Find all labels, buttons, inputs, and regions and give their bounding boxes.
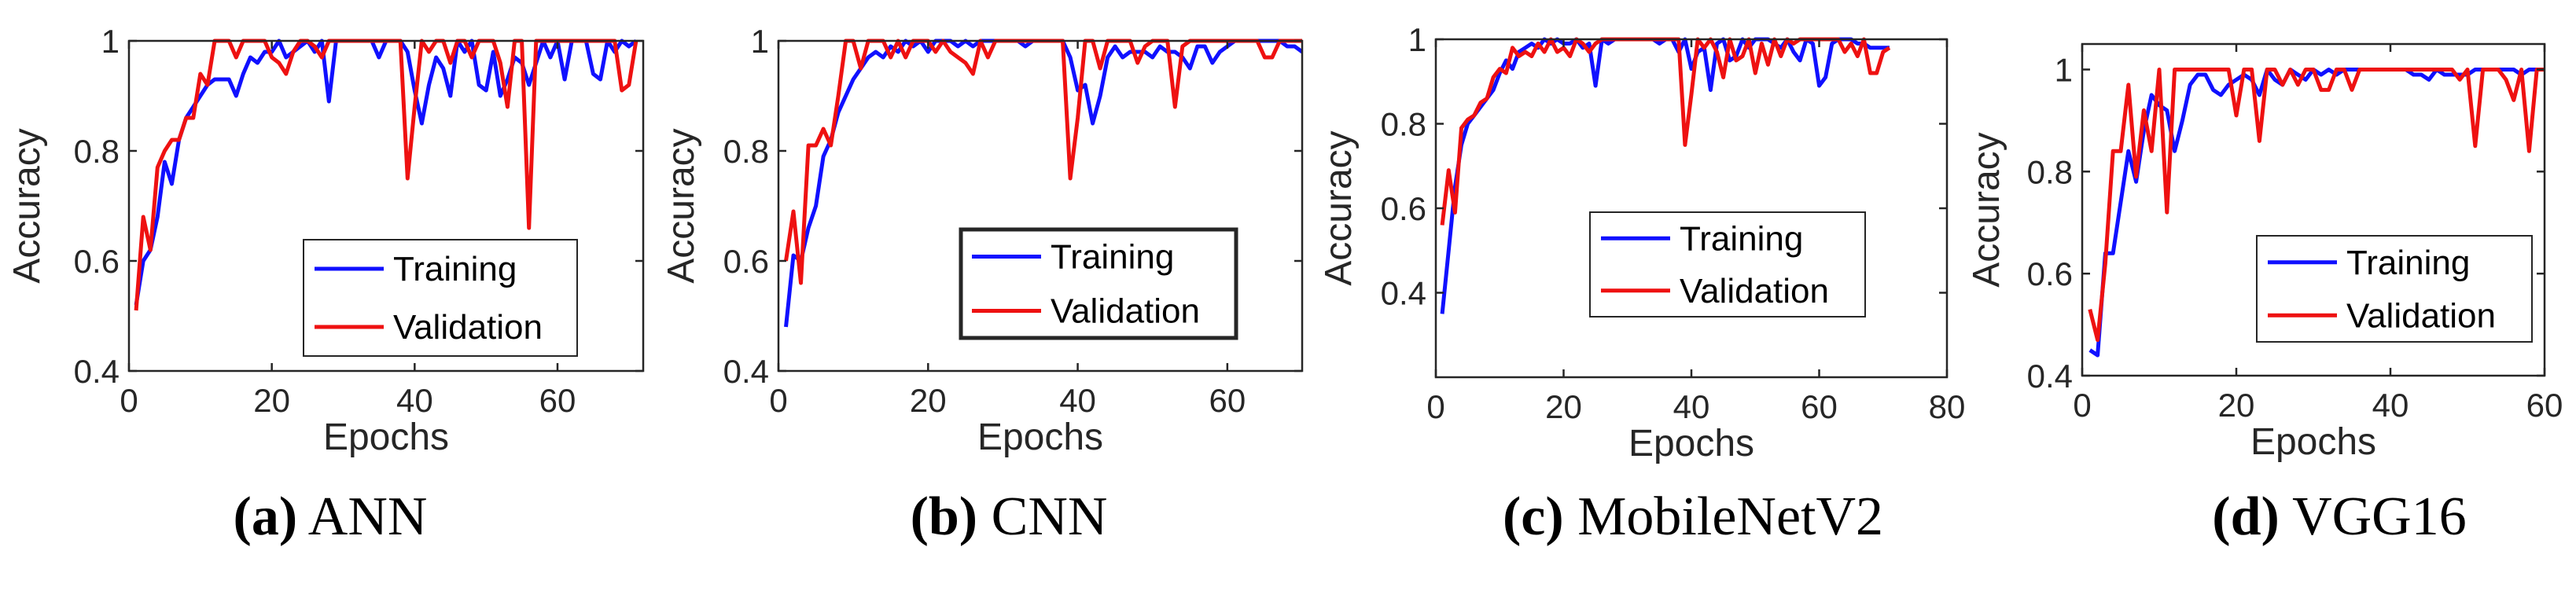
caption-text: MobileNetV2 bbox=[1564, 486, 1883, 547]
y-tick-label: 0.8 bbox=[723, 133, 769, 170]
series-line-validation bbox=[1440, 37, 1891, 226]
y-axis-label: Accuracy bbox=[1966, 132, 2007, 287]
legend-label-training: Training bbox=[1051, 238, 1174, 277]
x-tick-label: 60 bbox=[2526, 387, 2563, 424]
y-tick-label: 1 bbox=[101, 23, 120, 60]
y-tick-label: 1 bbox=[2055, 51, 2073, 88]
chart-panel-3: 0.4 0.6 0.8 1 0 20 40 60 80 Epochs Accuracy Trainin… bbox=[1318, 21, 1965, 547]
y-tick-label: 0.6 bbox=[2027, 255, 2073, 292]
x-tick-label: 40 bbox=[396, 382, 433, 419]
x-tick-label: 0 bbox=[1426, 388, 1444, 425]
x-tick-label: 20 bbox=[1545, 388, 1582, 425]
y-tick-label: 0.4 bbox=[74, 353, 120, 390]
legend: Training Validation bbox=[303, 239, 578, 357]
y-axis-label: Accuracy bbox=[1318, 130, 1360, 285]
x-axis-label: Epochs bbox=[977, 417, 1103, 458]
legend-box bbox=[2256, 235, 2533, 343]
legend-label-validation: Validation bbox=[1680, 272, 1829, 310]
x-tick-label: 60 bbox=[539, 382, 576, 419]
y-tick-label: 0.4 bbox=[2027, 358, 2073, 395]
x-axis-label: Epochs bbox=[2250, 421, 2376, 463]
chart-panel-4: 0.4 0.6 0.8 1 0 20 40 60 Epochs Accuracy Training V… bbox=[1966, 42, 2563, 547]
panel-caption: (c) MobileNetV2 bbox=[1503, 486, 1883, 547]
y-tick-label: 0.4 bbox=[723, 353, 769, 390]
caption-text: VGG16 bbox=[2280, 486, 2467, 547]
legend-box bbox=[959, 227, 1238, 340]
x-tick-label: 60 bbox=[1209, 382, 1246, 419]
x-tick-label: 0 bbox=[120, 382, 138, 419]
legend: Training Validation bbox=[2256, 235, 2533, 343]
y-tick-label: 0.8 bbox=[74, 133, 120, 170]
y-tick-label: 1 bbox=[751, 23, 769, 60]
caption-text: CNN bbox=[977, 486, 1107, 547]
legend-label-validation: Validation bbox=[393, 308, 543, 347]
x-tick-label: 20 bbox=[910, 382, 947, 419]
y-tick-label: 0.8 bbox=[1381, 106, 1426, 143]
axes-frame bbox=[2081, 42, 2546, 377]
y-tick-label: 0.6 bbox=[1381, 190, 1426, 227]
x-tick-label: 40 bbox=[2372, 387, 2409, 424]
axes-frame bbox=[777, 39, 1304, 373]
legend-box bbox=[1589, 211, 1866, 318]
legend: Training Validation bbox=[1589, 211, 1866, 318]
legend-label-training: Training bbox=[2346, 244, 2470, 282]
panel-caption: (b) CNN bbox=[911, 486, 1108, 547]
series-line-validation bbox=[2088, 68, 2545, 343]
caption-text: ANN bbox=[297, 486, 427, 547]
legend-label-validation: Validation bbox=[1051, 292, 1200, 331]
axes-frame bbox=[127, 39, 645, 373]
x-tick-label: 40 bbox=[1673, 388, 1710, 425]
panel-caption: (a) ANN bbox=[234, 486, 428, 547]
y-tick-label: 0.6 bbox=[723, 243, 769, 280]
x-axis-label: Epochs bbox=[1628, 423, 1754, 464]
legend-box bbox=[303, 239, 578, 357]
caption-letter: (a) bbox=[234, 486, 298, 547]
y-tick-label: 1 bbox=[1408, 21, 1426, 58]
legend-label-validation: Validation bbox=[2346, 296, 2496, 335]
y-axis-label: Accuracy bbox=[6, 128, 48, 283]
x-tick-label: 80 bbox=[1929, 388, 1966, 425]
chart-panel-2: 0.4 0.6 0.8 1 0 20 40 60 Epochs Accuracy Training V… bbox=[661, 23, 1304, 547]
caption-letter: (c) bbox=[1503, 486, 1564, 547]
caption-letter: (b) bbox=[911, 486, 978, 547]
x-tick-label: 60 bbox=[1801, 388, 1838, 425]
x-axis-label: Epochs bbox=[323, 417, 449, 458]
panel-caption: (d) VGG16 bbox=[2212, 486, 2466, 547]
x-tick-label: 20 bbox=[253, 382, 290, 419]
chart-panel-1: 0.4 0.6 0.8 1 0 20 40 60 Epochs Accuracy Training V… bbox=[6, 23, 645, 547]
x-tick-label: 40 bbox=[1059, 382, 1096, 419]
legend: Training Validation bbox=[959, 227, 1238, 340]
y-axis-label: Accuracy bbox=[661, 128, 702, 283]
x-tick-label: 20 bbox=[2218, 387, 2255, 424]
y-tick-label: 0.4 bbox=[1381, 275, 1426, 312]
x-tick-label: 0 bbox=[2073, 387, 2091, 424]
series-group bbox=[2088, 68, 2545, 358]
y-tick-label: 0.8 bbox=[2027, 153, 2073, 190]
y-tick-label: 0.6 bbox=[74, 243, 120, 280]
legend-label-training: Training bbox=[393, 250, 517, 288]
legend-label-training: Training bbox=[1680, 219, 1803, 258]
caption-letter: (d) bbox=[2212, 486, 2280, 547]
x-tick-label: 0 bbox=[769, 382, 787, 419]
